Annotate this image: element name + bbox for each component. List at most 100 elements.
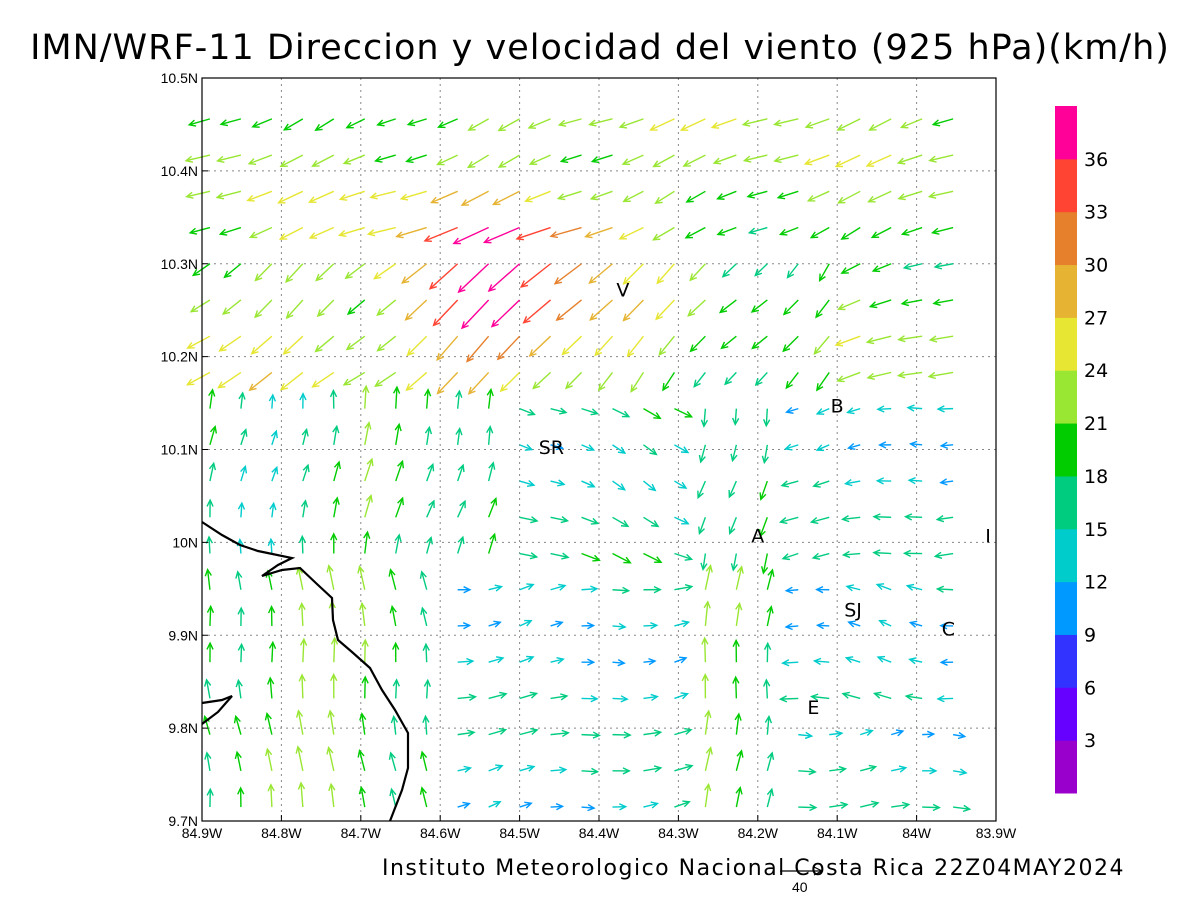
wind-vector [922, 803, 941, 812]
x-tick-label: 84.5W [499, 825, 540, 841]
place-label: B [831, 395, 844, 417]
x-tick-label: 83.9W [976, 825, 1017, 841]
wind-vector [836, 118, 861, 131]
wind-vector [764, 714, 773, 735]
x-tick-label: 84.7W [341, 825, 382, 841]
map-title: IMN/WRF-11 Direccion y velocidad del vie… [30, 28, 1170, 68]
y-tick-label: 10.5N [161, 70, 198, 86]
wind-vector [649, 118, 675, 131]
wind-vector [612, 767, 631, 775]
wind-vector [519, 691, 539, 700]
wind-vector [875, 583, 892, 591]
wind-vector [588, 118, 613, 127]
wind-vector [425, 535, 434, 554]
colorbar-swatch [1055, 317, 1077, 371]
wind-vector [872, 513, 892, 521]
wind-vector [674, 480, 688, 489]
wind-vector [363, 530, 371, 554]
wind-vector [936, 695, 954, 703]
wind-vector [860, 764, 878, 772]
wind-vector [742, 154, 768, 163]
wind-vector [345, 118, 366, 129]
wind-vector [786, 263, 799, 279]
wind-vector [206, 641, 214, 663]
colorbar-swatch [1055, 211, 1077, 266]
wind-vector [482, 226, 520, 244]
wind-vector [905, 583, 923, 591]
wind-vector [460, 299, 490, 330]
wind-vector [622, 263, 644, 285]
wind-vector [778, 695, 799, 703]
place-label: V [616, 279, 629, 301]
wind-vector [867, 190, 892, 203]
wind-vector [581, 516, 600, 525]
wind-vector [815, 444, 830, 452]
wind-vector [359, 712, 367, 735]
lat-lon-grid [202, 78, 996, 821]
wind-vector [550, 656, 565, 665]
wind-vector [766, 787, 774, 808]
wind-vector [809, 693, 830, 701]
wind-vector [813, 335, 830, 355]
wind-vector [674, 800, 691, 808]
wind-vector [298, 673, 306, 699]
wind-vector [271, 465, 279, 482]
wind-vector [488, 800, 502, 808]
wind-vector [301, 427, 309, 446]
wind-vector [254, 263, 273, 282]
wind-vector [460, 190, 489, 206]
wind-vector [488, 620, 502, 628]
wind-vector [519, 655, 535, 663]
wind-vector [939, 441, 954, 450]
wind-vector [841, 550, 861, 559]
wind-vector [703, 600, 711, 627]
wind-vector [928, 335, 954, 343]
wind-vector [622, 190, 644, 203]
wind-vector [268, 393, 277, 409]
wind-vector [185, 190, 211, 199]
wind-vector [550, 515, 570, 524]
wind-vector [337, 226, 365, 237]
wind-vector [760, 553, 769, 575]
wind-vector [776, 190, 799, 200]
wind-vector [436, 154, 458, 166]
wind-vector [766, 568, 775, 590]
colorbar-swatch [1055, 528, 1077, 583]
wind-vector [682, 154, 706, 167]
colorbar-label: 27 [1084, 307, 1108, 329]
wind-vector [426, 462, 435, 482]
wind-vector [847, 620, 861, 628]
wind-vector [860, 800, 880, 808]
wind-vector [364, 494, 373, 518]
wind-vector [701, 672, 709, 699]
wind-vector [928, 154, 954, 163]
wind-vector [346, 299, 366, 315]
wind-vector [311, 371, 335, 388]
colorbar-label: 6 [1084, 677, 1096, 699]
wind-vector [298, 534, 307, 554]
wind-vector [369, 190, 396, 200]
y-tick-label: 9.8N [168, 720, 198, 736]
wind-vector [759, 480, 768, 501]
wind-vector [426, 499, 435, 518]
wind-vector [267, 783, 275, 808]
wind-vector [429, 190, 458, 204]
wind-vector [326, 745, 335, 772]
wind-vector [908, 620, 923, 628]
wind-vector [612, 552, 632, 564]
wind-vector [741, 118, 768, 127]
wind-vector [735, 749, 744, 772]
wind-vector [930, 226, 954, 235]
wind-vector [184, 154, 211, 163]
wind-vector [278, 226, 304, 240]
wind-vector [872, 691, 892, 700]
wind-vector [732, 638, 740, 663]
wind-vector [844, 656, 861, 664]
wind-vector [307, 190, 335, 204]
y-tick-label: 10.4N [161, 163, 198, 179]
place-label: SJ [844, 600, 862, 622]
wind-vector [612, 408, 631, 418]
wind-vector [662, 372, 676, 392]
wind-vector [621, 154, 644, 166]
wind-vector [497, 118, 520, 132]
